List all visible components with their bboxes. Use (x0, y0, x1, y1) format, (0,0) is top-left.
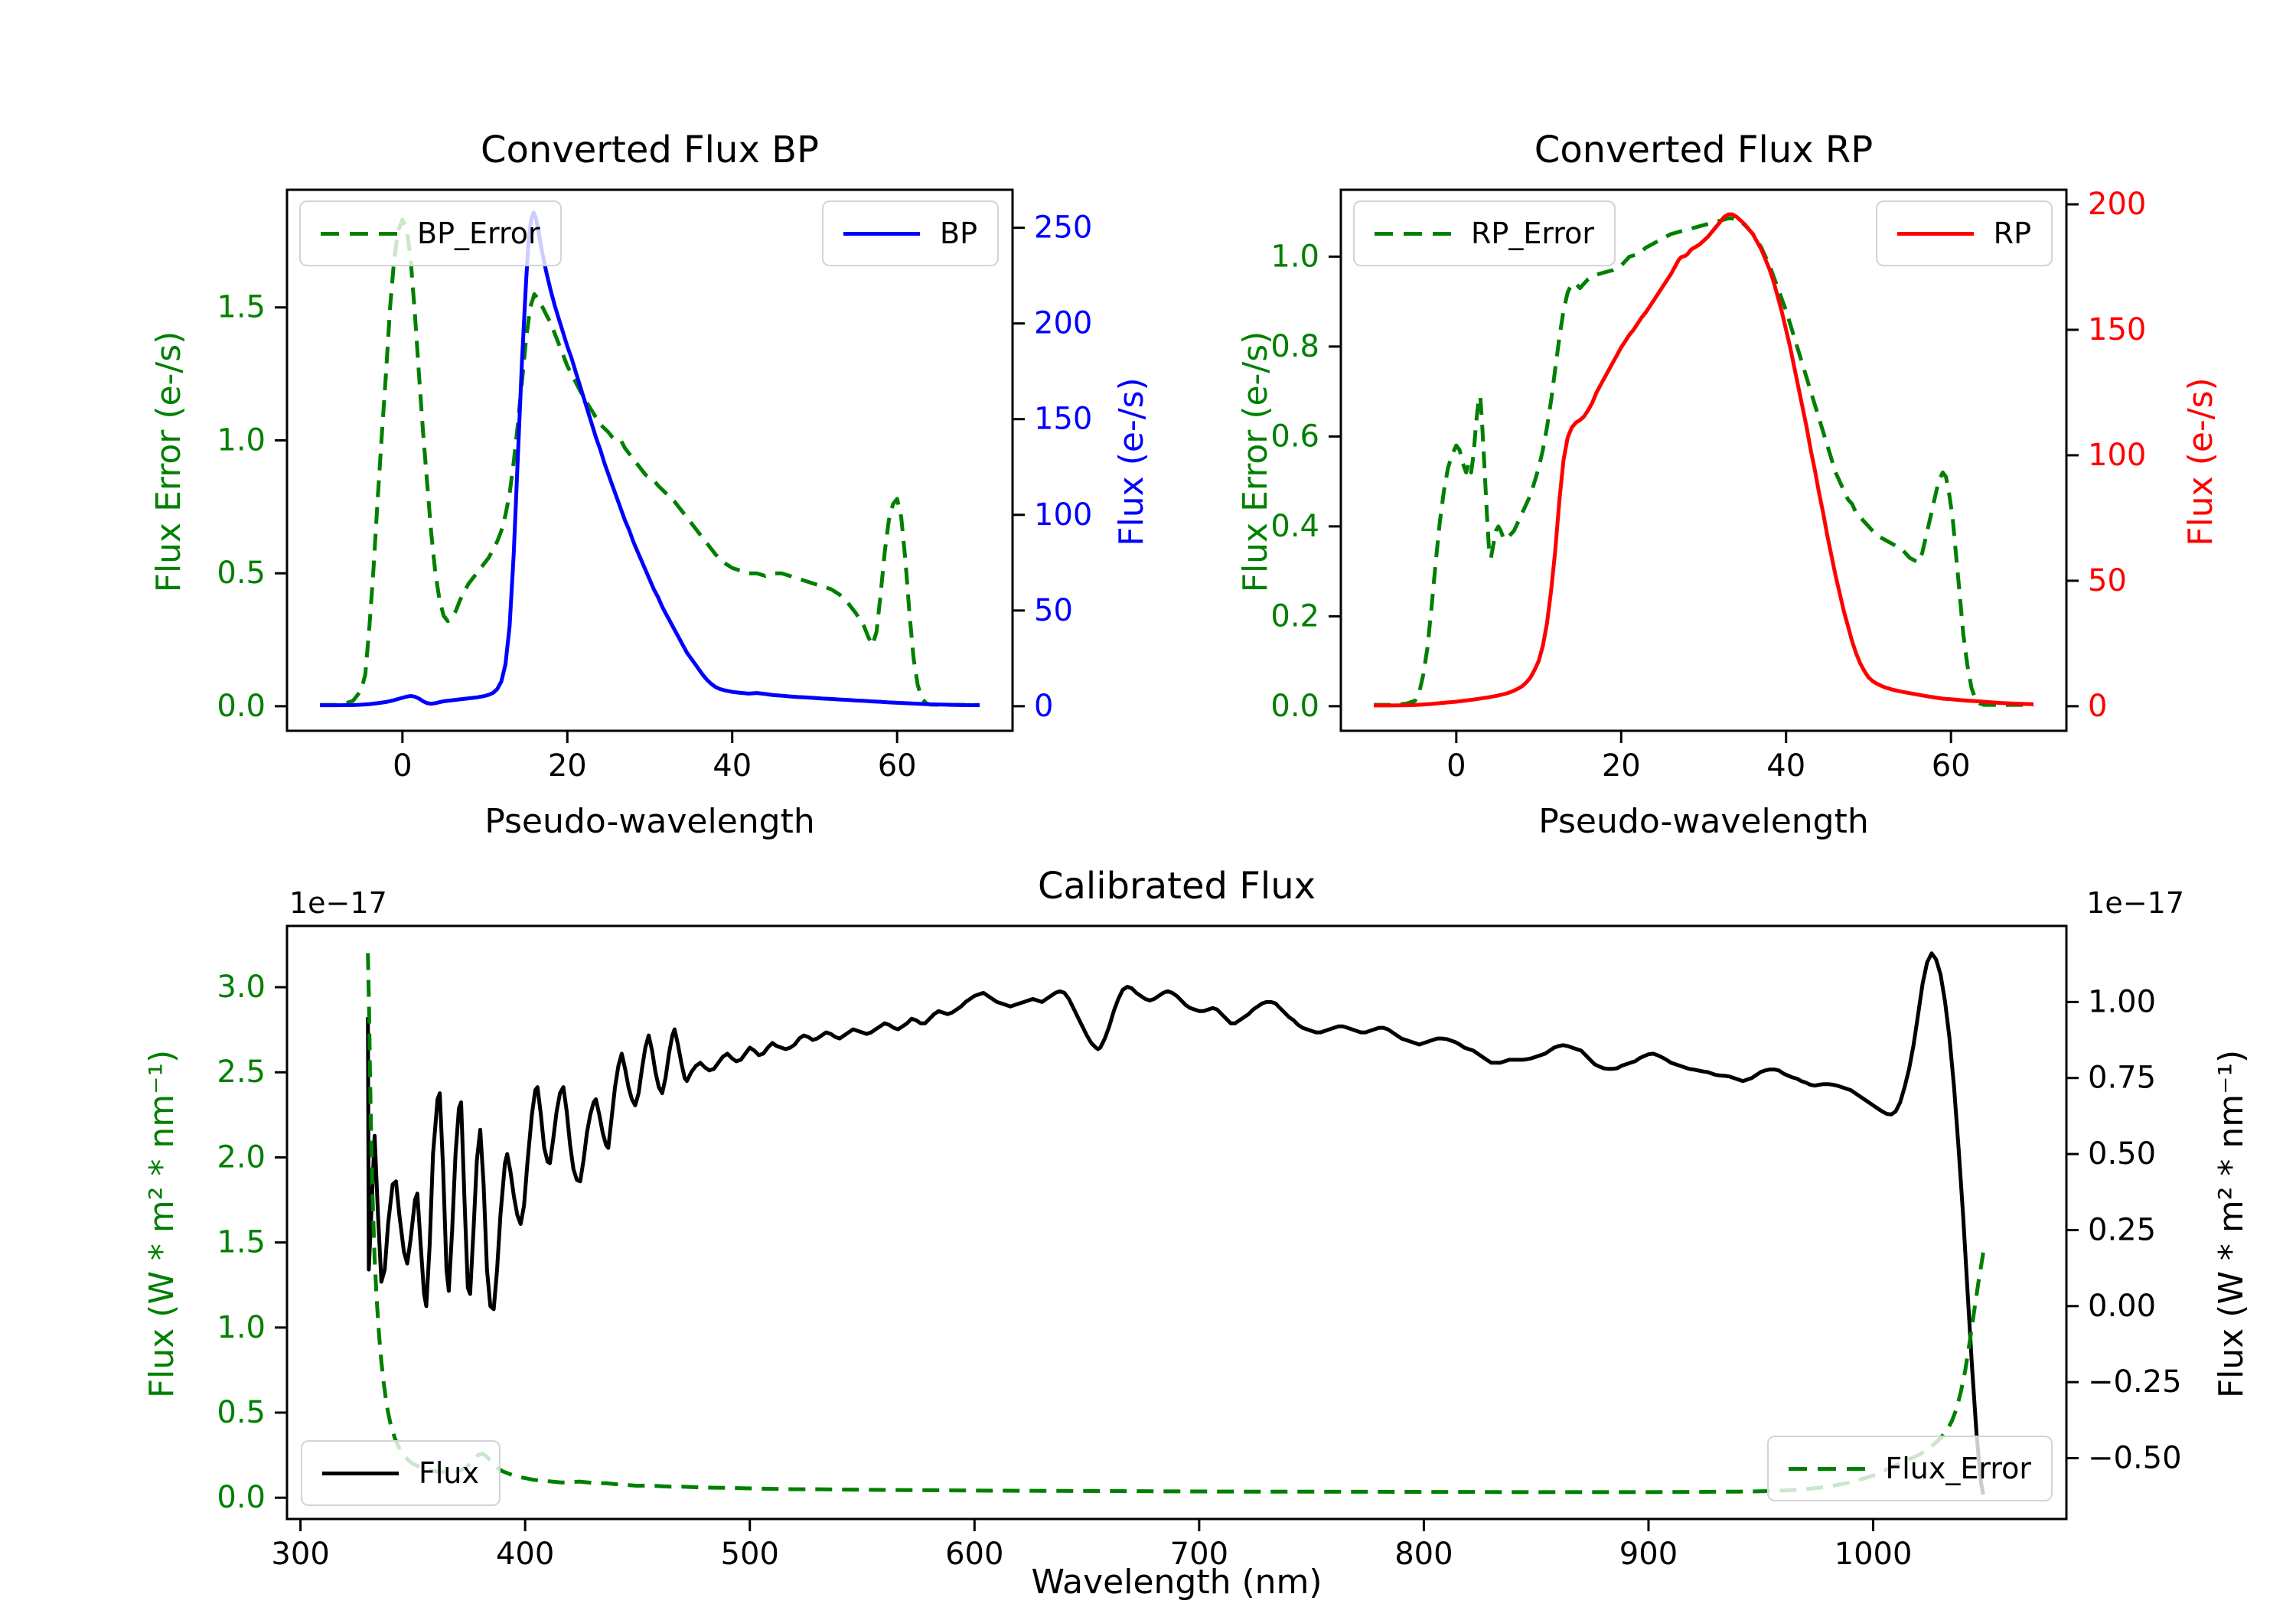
rp-left-yaxis-label: Flux Error (e-/s) (1236, 331, 1275, 593)
flux-error-legend-line (1789, 1466, 1866, 1471)
calibrated-xaxis-label: Wavelength (nm) (1031, 1563, 1322, 1602)
y-left-tick-label: 0.0 (1270, 689, 1319, 724)
y-left-tick-label: 1.0 (217, 1310, 266, 1345)
rp-error-legend: RP_Error (1353, 200, 1616, 266)
left-scale-offset: 1e−17 (289, 886, 387, 920)
y-left-tick-label: 0.0 (217, 1480, 266, 1515)
x-tick-label: 400 (496, 1537, 554, 1572)
bp-xaxis-label: Pseudo-wavelength (484, 802, 815, 841)
y-right-tick-label: 0.50 (2088, 1136, 2156, 1172)
x-tick-label: 900 (1619, 1537, 1678, 1572)
x-tick-label: 300 (271, 1537, 329, 1572)
bp-error-legend-label: BP_Error (417, 217, 540, 250)
rp-error-legend-label: RP_Error (1471, 217, 1594, 250)
bp-series-bp_error (320, 217, 980, 707)
x-tick-label: 800 (1394, 1537, 1453, 1572)
y-right-tick-label: 200 (1034, 306, 1092, 341)
x-tick-label: 700 (1170, 1537, 1228, 1572)
y-right-tick-label: 0 (2088, 689, 2107, 724)
bp-legend: BP (822, 200, 999, 266)
bp-error-legend-line (321, 231, 397, 236)
bp-axes-border (285, 188, 1014, 732)
y-right-tick-label: 50 (1034, 593, 1073, 628)
rp-legend-line (1896, 231, 1974, 236)
y-left-tick-label: 0.4 (1270, 509, 1319, 544)
flux-legend: Flux (301, 1440, 501, 1506)
calibrated-series-flux_error (366, 953, 1988, 1495)
calibrated-left-yaxis-label: Flux (W * m² * nm⁻¹) (142, 1049, 181, 1399)
x-tick-label: 60 (1932, 748, 1971, 784)
x-tick-label: 60 (878, 748, 917, 784)
y-left-tick-label: 0.0 (217, 689, 266, 724)
bp-legend-label: BP (940, 217, 977, 250)
rp-legend-label: RP (1993, 217, 2031, 250)
x-tick-label: 20 (1602, 748, 1641, 784)
y-right-tick-label: 100 (2088, 438, 2146, 473)
bp-error-legend: BP_Error (299, 200, 562, 266)
y-left-tick-label: 3.0 (217, 970, 266, 1005)
right-scale-offset: 1e−17 (2086, 886, 2184, 920)
y-right-tick-label: 0.75 (2088, 1061, 2156, 1096)
y-right-tick-label: 0 (1034, 689, 1053, 724)
y-right-tick-label: 1.00 (2088, 984, 2156, 1019)
bp-right-yaxis-label: Flux (e-/s) (1112, 377, 1151, 546)
calibrated-axes-border (285, 924, 2068, 1521)
y-left-tick-label: 0.8 (1270, 329, 1319, 364)
y-left-tick-label: 1.0 (1270, 239, 1319, 274)
rp-series-rp (1374, 212, 2033, 708)
y-left-tick-label: 1.0 (217, 422, 266, 458)
rp-right-yaxis-label: Flux (e-/s) (2181, 377, 2220, 546)
x-tick-label: 40 (713, 748, 752, 784)
bp-panel-title: Converted Flux BP (481, 129, 819, 171)
x-tick-label: 40 (1766, 748, 1805, 784)
y-left-tick-label: 2.5 (217, 1054, 266, 1090)
y-right-tick-label: −0.50 (2088, 1441, 2182, 1476)
rp-xaxis-label: Pseudo-wavelength (1538, 802, 1869, 841)
bp-legend-line (843, 231, 921, 236)
bp-left-yaxis-label: Flux Error (e-/s) (149, 331, 188, 593)
bp-series-bp (320, 210, 980, 708)
x-tick-label: 500 (721, 1537, 779, 1572)
y-right-tick-label: 0.25 (2088, 1212, 2156, 1247)
y-right-tick-label: 250 (1034, 210, 1092, 246)
y-left-tick-label: 0.6 (1270, 419, 1319, 454)
calibrated-panel-title: Calibrated Flux (1037, 865, 1316, 908)
y-left-tick-label: 0.5 (217, 556, 266, 591)
calibrated-series-flux (366, 951, 1985, 1495)
x-tick-label: 600 (945, 1537, 1003, 1572)
x-tick-label: 1000 (1835, 1537, 1913, 1572)
x-tick-label: 20 (548, 748, 587, 784)
x-tick-label: 0 (1446, 748, 1466, 784)
flux-legend-line (322, 1471, 399, 1475)
y-right-tick-label: 0.00 (2088, 1289, 2156, 1324)
y-right-tick-label: 100 (1034, 497, 1092, 533)
y-right-tick-label: 150 (1034, 402, 1092, 437)
rp-legend: RP (1875, 200, 2053, 266)
calibrated-right-yaxis-label: Flux (W * m² * nm⁻¹) (2212, 1049, 2251, 1399)
y-left-tick-label: 2.0 (217, 1139, 266, 1175)
y-right-tick-label: 200 (2088, 187, 2146, 222)
y-left-tick-label: 1.5 (217, 1225, 266, 1260)
rp-series-rp_error (1374, 216, 2033, 707)
y-left-tick-label: 0.2 (1270, 598, 1319, 634)
y-right-tick-label: 150 (2088, 312, 2146, 347)
y-left-tick-label: 1.5 (217, 290, 266, 325)
y-left-tick-label: 0.5 (217, 1395, 266, 1430)
rp-panel-title: Converted Flux RP (1534, 129, 1874, 171)
y-right-tick-label: −0.25 (2088, 1364, 2182, 1400)
rp-axes-border (1339, 188, 2068, 732)
rp-error-legend-line (1375, 231, 1451, 236)
flux-legend-label: Flux (419, 1456, 479, 1490)
x-tick-label: 0 (393, 748, 412, 784)
flux-error-legend-label: Flux_Error (1885, 1452, 2031, 1485)
y-right-tick-label: 50 (2088, 563, 2127, 598)
bp-plot: 0 20 40 60 0.0 0.5 1.0 1.5 0 50 100 150 200 250 (217, 188, 1092, 784)
rp-plot: 0 20 40 60 0.0 0.2 0.4 0.6 0.8 1.0 0 50 100 150 200 (1270, 187, 2146, 784)
flux-error-legend: Flux_Error (1767, 1436, 2053, 1501)
